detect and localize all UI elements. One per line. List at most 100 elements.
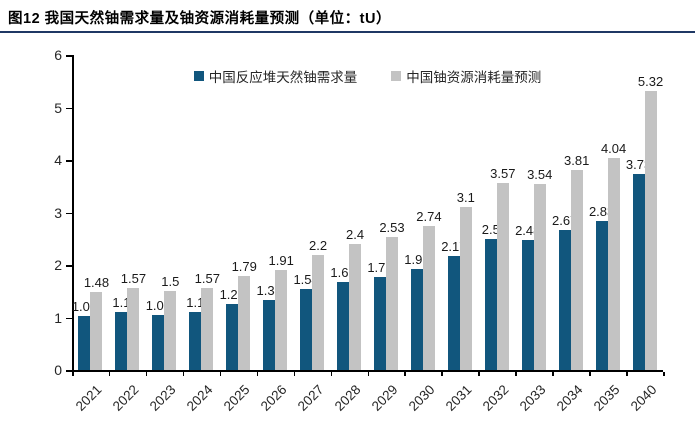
x-axis-category-label: 2021 (73, 382, 106, 414)
bar-value-label-forecast: 1.91 (268, 252, 294, 268)
legend-swatch-demand (193, 71, 204, 81)
x-axis-tick (330, 371, 333, 376)
y-axis-tick-label: 6 (54, 47, 62, 63)
x-axis-tick (256, 371, 259, 376)
x-axis-tick (293, 371, 296, 376)
y-axis-tick (66, 107, 72, 109)
y-axis-tick-label: 5 (54, 99, 62, 116)
x-axis-tick (478, 371, 480, 376)
bar-demand (189, 312, 202, 370)
x-axis-category-label: 2040 (627, 382, 660, 414)
x-axis-tick (589, 371, 591, 376)
chart-legend: 中国反应堆天然铀需求量 中国铀资源消耗量预测 (72, 66, 663, 86)
bar-forecast (607, 157, 620, 370)
x-axis-category-label: 2024 (184, 382, 216, 414)
bar-forecast (349, 244, 362, 370)
x-axis-category-label: 2034 (553, 382, 586, 414)
bar-value-label-forecast: 1.57 (120, 270, 147, 286)
bar-demand (337, 281, 350, 370)
x-axis-tick (552, 371, 554, 376)
bar-value-label-forecast: 2.2 (309, 237, 328, 253)
x-axis-tick (663, 371, 665, 376)
bar-value-label-forecast: 3.54 (527, 167, 553, 183)
bar-forecast (238, 276, 251, 370)
bar-demand (632, 174, 645, 370)
x-axis-category-label: 2025 (220, 382, 253, 414)
y-axis-tick-label: 3 (54, 204, 62, 221)
bar-value-label-forecast: 1.79 (231, 259, 257, 275)
legend-label-forecast: 中国铀资源消耗量预测 (406, 70, 542, 85)
x-axis-tick (72, 371, 74, 376)
bar-forecast (459, 207, 472, 370)
bar-forecast (275, 269, 288, 370)
x-axis-category-label: 2026 (257, 382, 290, 414)
bar-demand (521, 239, 534, 370)
bar-demand (115, 312, 128, 370)
legend-item-forecast: 中国铀资源消耗量预测 (391, 66, 541, 86)
x-axis-category-label: 2035 (590, 382, 623, 414)
x-axis-category-label: 2032 (479, 382, 512, 414)
y-axis-tick (66, 317, 72, 319)
legend-item-demand: 中国反应堆天然铀需求量 (193, 66, 358, 86)
bar-demand (78, 315, 91, 370)
bar-value-label-forecast: 1.48 (83, 275, 110, 291)
x-axis-category-label: 2028 (331, 382, 364, 414)
bar-value-label-demand: 1.1 (112, 295, 131, 311)
y-axis-tick (66, 370, 72, 372)
bar-demand (263, 299, 276, 370)
bar-forecast (201, 287, 214, 370)
bar-forecast (422, 226, 435, 370)
x-axis-tick (515, 371, 517, 376)
y-axis-tick-label: 0 (54, 362, 62, 378)
x-axis-category-label: 2023 (147, 382, 179, 414)
x-axis-tick (441, 371, 443, 376)
x-axis-tick (219, 371, 222, 376)
plot-area: 0 1 2 3 4 5 6 1.03 1.48 2021 1.1 1.57 2022 1.05 1.5 202… (0, 33, 695, 439)
x-axis-category-label: 2022 (110, 382, 143, 414)
legend-label-demand: 中国反应堆天然铀需求量 (208, 70, 358, 85)
bar-forecast (164, 291, 177, 370)
bar-demand (300, 289, 313, 370)
x-axis-category-label: 2030 (405, 382, 438, 414)
x-axis-category-label: 2031 (442, 382, 475, 414)
bar-value-label-forecast: 2.53 (379, 220, 405, 236)
bar-value-label-forecast: 2.74 (416, 209, 442, 225)
y-axis-tick (66, 212, 72, 214)
y-axis-tick (66, 265, 72, 267)
x-axis-tick (404, 371, 406, 376)
bar-chart: 中国反应堆天然铀需求量 中国铀资源消耗量预测 0 1 2 3 4 5 6 1.03 1.48 20… (0, 33, 695, 439)
x-axis-tick (626, 371, 628, 376)
y-axis-tick (66, 160, 72, 162)
bar-value-label-forecast: 4.04 (600, 140, 627, 156)
bar-forecast (570, 169, 583, 370)
bar-value-label-forecast: 5.32 (637, 73, 664, 89)
y-axis-tick-label: 4 (54, 152, 62, 168)
bar-demand (484, 238, 497, 370)
y-axis-tick-label: 2 (54, 257, 62, 273)
bar-forecast (533, 184, 546, 370)
x-axis-tick (367, 371, 369, 376)
bar-value-label-demand: 2.5 (481, 221, 500, 237)
bar-demand (410, 269, 423, 370)
x-axis-category-label: 2027 (294, 382, 327, 414)
x-axis-tick (108, 371, 111, 376)
bar-demand (226, 304, 239, 370)
legend-swatch-forecast (391, 71, 402, 81)
bar-demand (447, 256, 460, 370)
bar-value-label-forecast: 1.57 (194, 270, 220, 286)
bar-forecast (496, 182, 509, 370)
x-axis-category-label: 2029 (368, 382, 401, 414)
bar-demand (558, 229, 571, 370)
bar-demand (373, 277, 386, 370)
y-axis-line (72, 55, 74, 372)
bar-forecast (90, 292, 103, 370)
x-axis-line (72, 370, 663, 372)
bar-value-label-forecast: 3.81 (564, 152, 590, 168)
x-axis-tick (182, 371, 185, 376)
bar-value-label-forecast: 3.1 (456, 190, 475, 206)
chart-title: 图12 我国天然铀需求量及铀资源消耗量预测（单位：tU） (8, 11, 391, 27)
bar-value-label-forecast: 1.5 (161, 274, 180, 290)
x-axis-tick (145, 371, 148, 376)
bar-value-label-forecast: 3.57 (490, 165, 516, 181)
title-divider-rule (0, 31, 695, 33)
